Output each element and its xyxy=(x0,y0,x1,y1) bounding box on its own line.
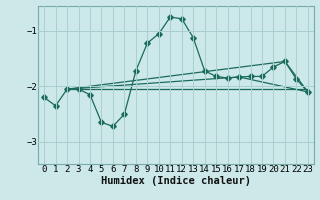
X-axis label: Humidex (Indice chaleur): Humidex (Indice chaleur) xyxy=(101,176,251,186)
